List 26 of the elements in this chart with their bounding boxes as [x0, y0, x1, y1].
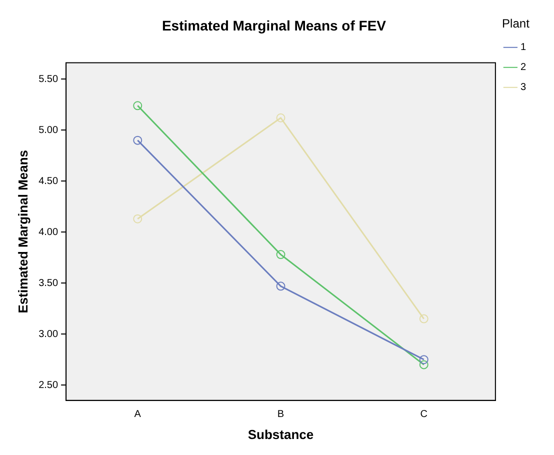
y-tick-label: 4.00: [38, 226, 58, 238]
point: [276, 113, 286, 122]
chart-title: Estimated Marginal Means of FEV: [162, 17, 387, 34]
legend-title: Plant: [502, 16, 530, 30]
legend-label: 1: [520, 42, 526, 54]
x-tick-label: B: [277, 409, 284, 420]
y-tick-label: 3.00: [38, 328, 58, 340]
point: [276, 282, 286, 291]
point: [133, 214, 142, 224]
x-tick-label: A: [134, 409, 142, 420]
y-axis-title: Estimated Marginal Means: [15, 150, 30, 314]
y-tick-label: 2.50: [38, 380, 58, 391]
y-tick-label: 3.50: [38, 278, 58, 289]
legend-label: 2: [520, 62, 526, 74]
point: [133, 101, 142, 110]
x-tick-label: C: [420, 409, 428, 420]
legend-label: 3: [520, 82, 526, 94]
y-tick-label: 4.50: [38, 176, 58, 187]
point: [276, 250, 286, 260]
point: [419, 355, 428, 364]
point: [419, 314, 428, 324]
point: [133, 136, 142, 145]
y-tick-label: 5.50: [38, 74, 58, 85]
x-axis-title: Substance: [248, 426, 314, 442]
y-tick-label: 5.00: [38, 124, 58, 136]
point: [419, 360, 428, 370]
